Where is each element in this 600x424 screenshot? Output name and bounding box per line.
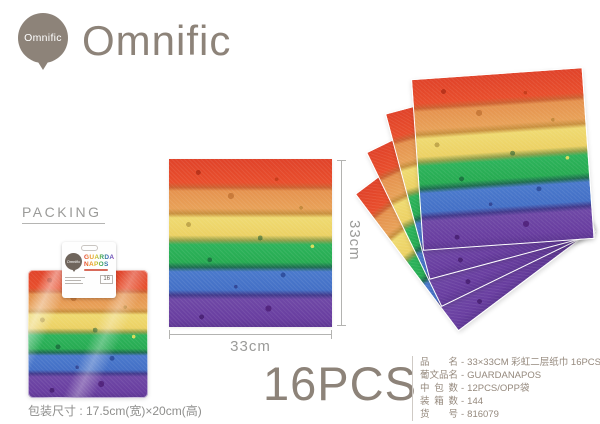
card-title-guarda: GUARDA [84, 254, 115, 261]
spec-separator: - [461, 357, 465, 368]
card-count-badge: 16 [100, 275, 113, 284]
spec-row-inner-pack: 中包数 -12PCS/OPP袋 [420, 382, 598, 395]
pieces-count-headline: 16PCS [263, 357, 417, 410]
spec-value: 144 [467, 396, 484, 407]
spec-row-portuguese-name: 葡文品名 - GUARDANAPOS [420, 369, 598, 382]
napkin-fan-photo [330, 40, 600, 332]
height-dimension-label: 33cm [346, 220, 363, 261]
spec-value: GUARDANAPOS [467, 370, 542, 381]
width-dimension-line [169, 330, 332, 339]
width-dimension-label: 33cm [230, 338, 271, 355]
spec-label: 品名 [420, 357, 458, 368]
spec-row-carton-qty: 装箱数 -144 [420, 395, 598, 408]
napkin-front-photo [169, 159, 332, 327]
card-fineprint-lines [65, 276, 85, 284]
spec-table: 品名 -33×33CM 彩虹二层纸巾 16PCS 葡文品名 - GUARDANAPOS… [412, 356, 600, 421]
spec-label: 装箱数 [420, 396, 458, 407]
package-header-card: Omnific GUARDA NAPOS 16 [62, 242, 116, 298]
spec-separator: - [461, 396, 465, 407]
spec-label: 葡文品名 [420, 370, 459, 381]
spec-label: 货号 [420, 409, 458, 420]
spec-value: 12PCS/OPP袋 [467, 383, 530, 394]
balloon-logo-icon: Omnific [18, 13, 68, 63]
card-balloon-logo-icon: Omnific [65, 253, 82, 270]
fan-napkin-1 [410, 67, 595, 251]
hang-slot-icon [80, 245, 98, 251]
spec-separator: - [461, 409, 465, 420]
spec-row-item-number: 货号 -816079 [420, 408, 598, 421]
spec-label: 中包数 [420, 383, 458, 394]
spec-row-product-name: 品名 -33×33CM 彩虹二层纸巾 16PCS [420, 356, 600, 369]
spec-value: 33×33CM 彩虹二层纸巾 16PCS [467, 357, 600, 368]
height-dimension-line [337, 160, 346, 326]
card-subtitle-bar [84, 269, 108, 271]
card-balloon-text: Omnific [66, 259, 81, 264]
packaged-product-photo: Omnific GUARDA NAPOS 16 [26, 242, 150, 400]
brand-wordmark: Omnific [82, 17, 232, 64]
spec-value: 816079 [467, 409, 499, 420]
package-size-note: 包装尺寸 : 17.5cm(宽)×20cm(高) [28, 404, 202, 418]
spec-separator: - [461, 370, 465, 381]
packing-heading: PACKING [22, 204, 106, 224]
spec-separator: - [461, 383, 465, 394]
balloon-logo-text: Omnific [24, 32, 62, 44]
card-title-napos: NAPOS [84, 261, 114, 268]
